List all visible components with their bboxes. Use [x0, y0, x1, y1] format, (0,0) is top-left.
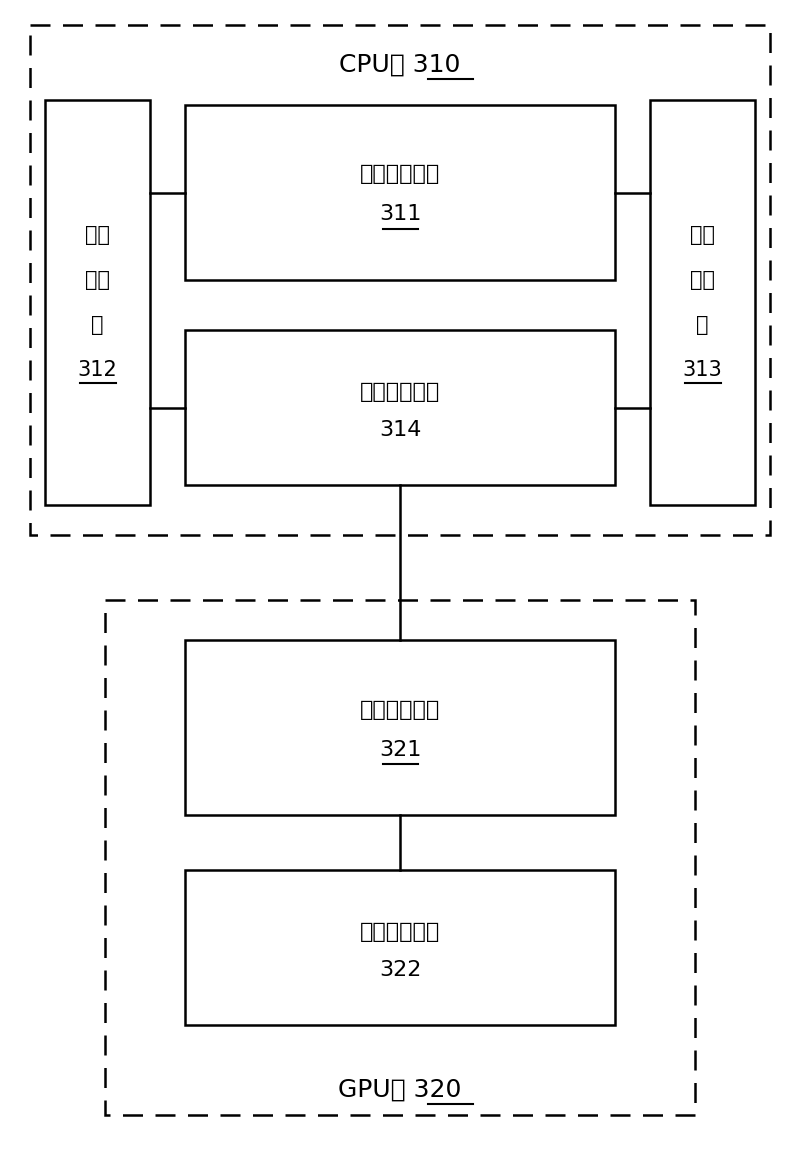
- Bar: [650, 100, 755, 505]
- Bar: [45, 100, 150, 505]
- Text: 区: 区: [91, 316, 104, 335]
- Text: 312: 312: [78, 360, 118, 380]
- Bar: [105, 600, 695, 1115]
- Text: 第一计算模块: 第一计算模块: [360, 165, 440, 184]
- Bar: [30, 26, 770, 535]
- Text: CPU端 310: CPU端 310: [339, 53, 461, 77]
- Text: 第一发送模块: 第一发送模块: [360, 383, 440, 403]
- Text: 第二发送模块: 第二发送模块: [360, 922, 440, 942]
- Text: 314: 314: [379, 420, 421, 440]
- Text: 缓冲: 缓冲: [85, 270, 110, 290]
- Text: 311: 311: [379, 204, 421, 225]
- Bar: [185, 640, 615, 815]
- Text: 321: 321: [379, 740, 421, 760]
- Text: 第一: 第一: [85, 225, 110, 245]
- Bar: [185, 870, 615, 1025]
- Text: 缓冲: 缓冲: [690, 270, 715, 290]
- Text: 第二计算模块: 第二计算模块: [360, 699, 440, 719]
- Bar: [185, 106, 615, 280]
- Bar: [185, 329, 615, 485]
- Text: GPU端 320: GPU端 320: [338, 1078, 462, 1102]
- Text: 第二: 第二: [690, 225, 715, 245]
- Text: 322: 322: [379, 959, 421, 979]
- Text: 313: 313: [682, 360, 722, 380]
- Text: 区: 区: [696, 316, 709, 335]
